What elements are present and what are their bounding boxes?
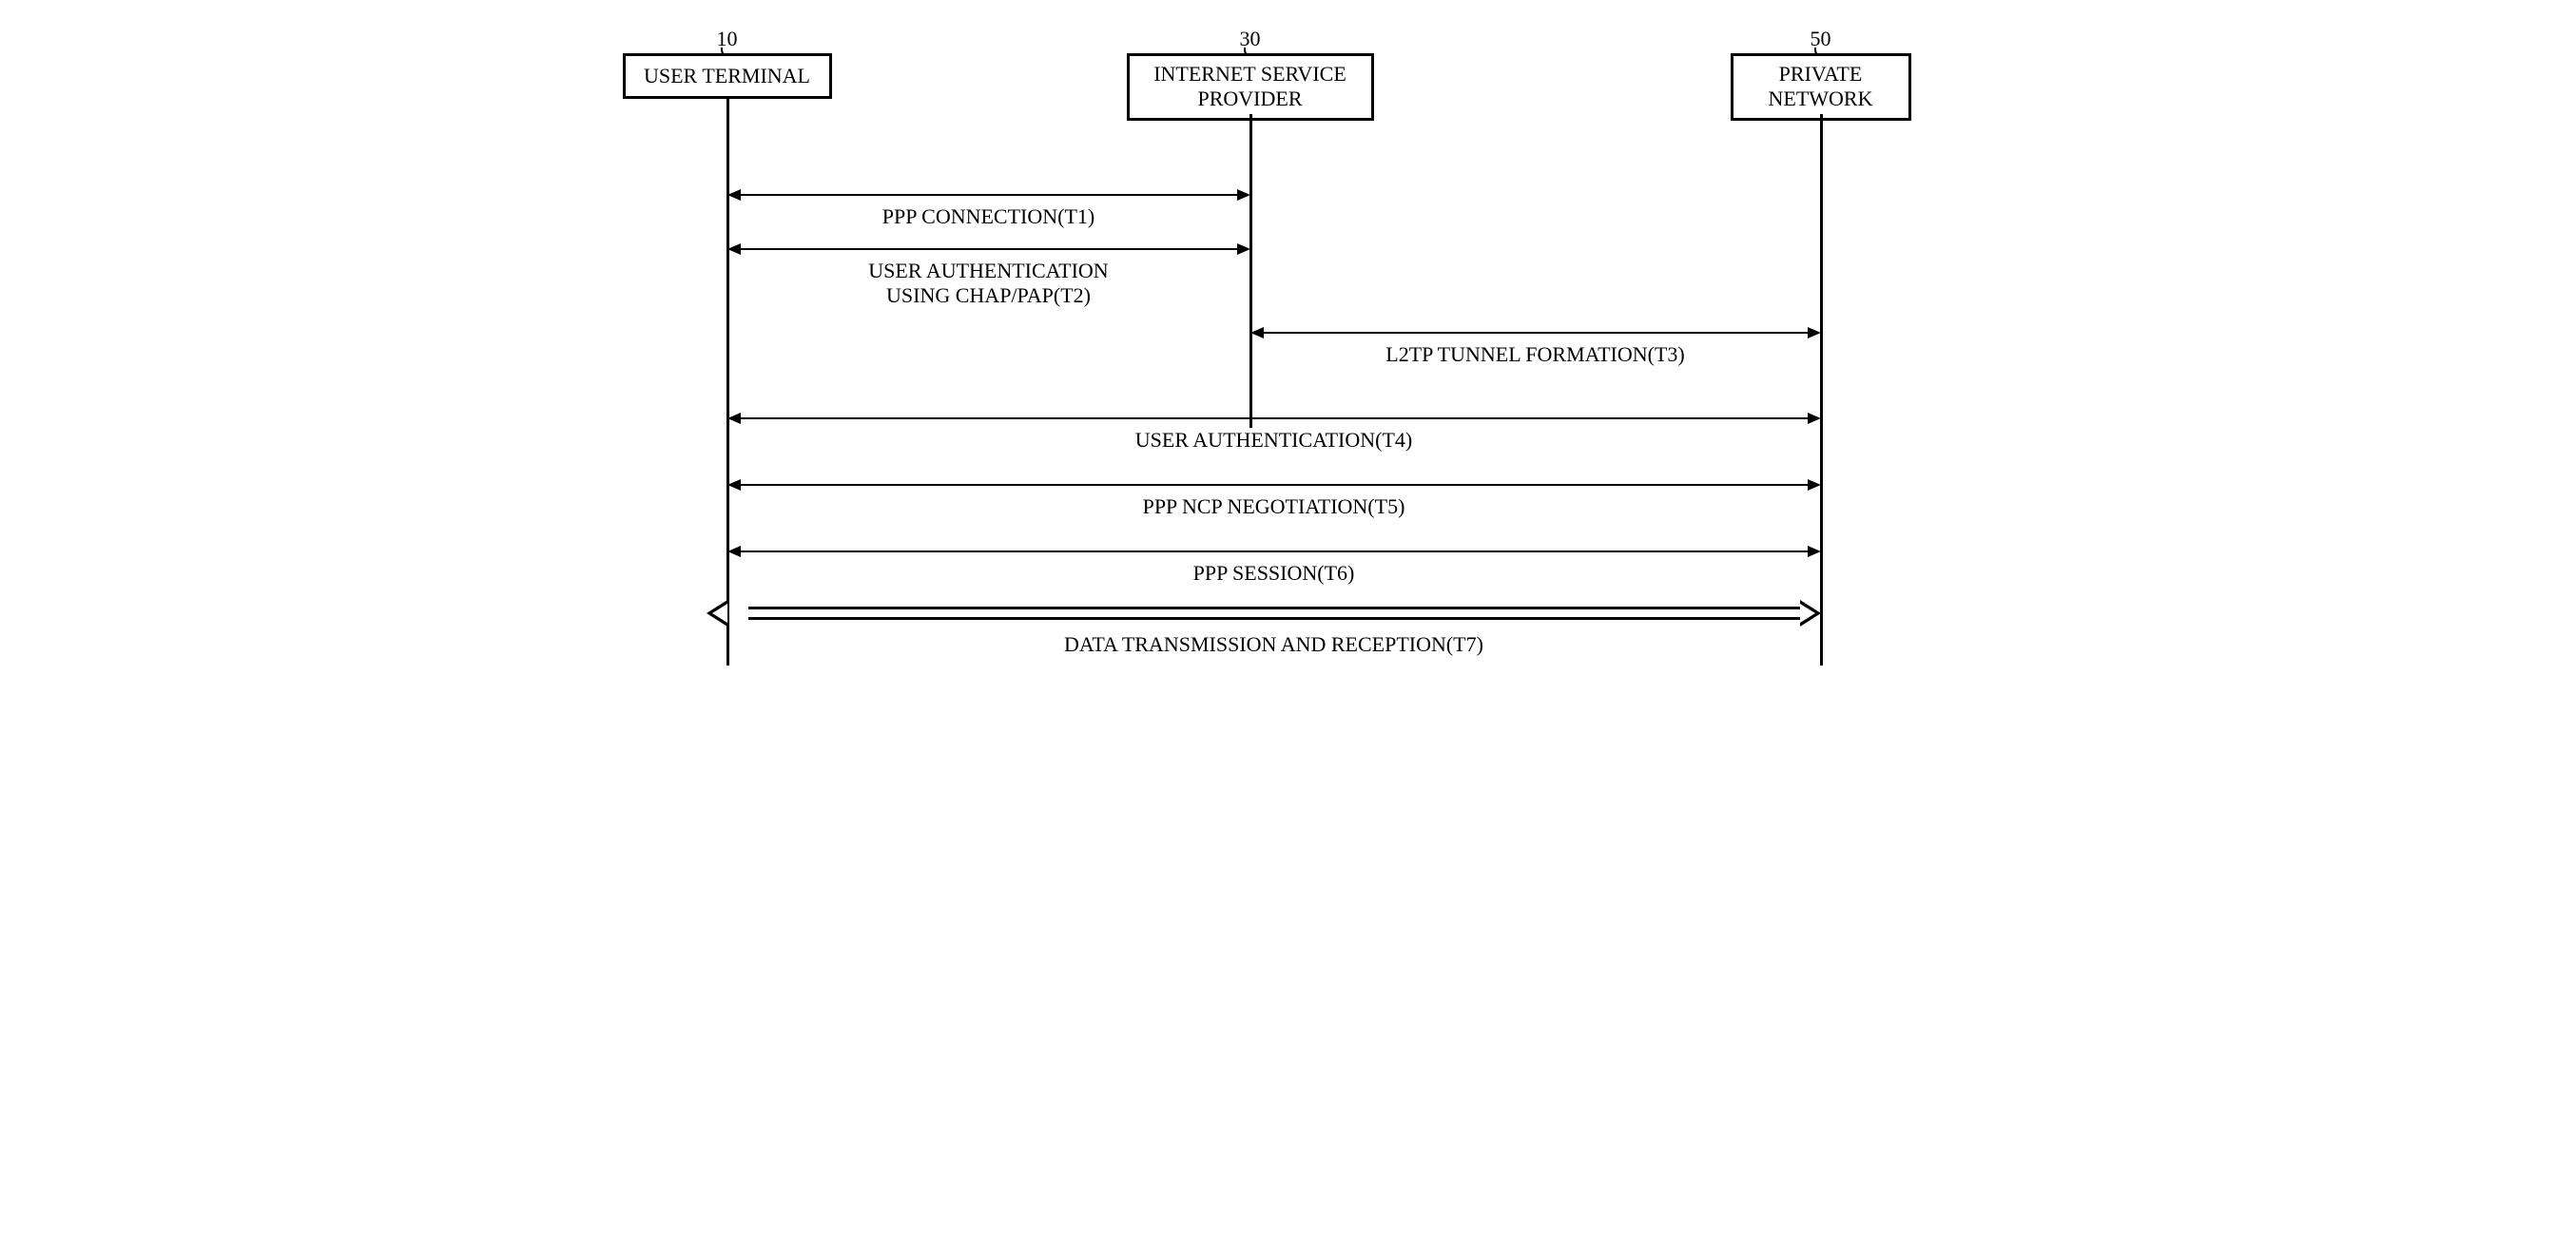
participant-label-user: USER TERMINAL [644,64,810,88]
participant-box-private: PRIVATENETWORK [1731,53,1911,121]
message-arrowhead-right-5 [1808,546,1821,557]
participant-box-user: USER TERMINAL [623,53,832,99]
message-arrowhead-right-1 [1237,243,1250,255]
message-arrowhead-left-1 [727,243,741,255]
hollow-arrow-body [748,607,1800,620]
message-line-0 [729,194,1249,196]
message-arrowhead-left-5 [727,546,741,557]
message-arrowhead-right-0 [1237,189,1250,201]
message-arrowhead-right-4 [1808,479,1821,491]
message-arrowhead-right-2 [1808,327,1821,338]
participant-label-isp: INTERNET SERVICEPROVIDER [1153,62,1346,112]
message-arrowhead-left-3 [727,413,741,424]
message-label-0: PPP CONNECTION(T1) [704,204,1274,229]
sequence-diagram: 10USER TERMINAL30INTERNET SERVICEPROVIDE… [623,19,1954,685]
message-arrowhead-left-4 [727,479,741,491]
message-arrowhead-left-2 [1250,327,1264,338]
lifeline-2 [1820,114,1823,666]
hollow-message-label: DATA TRANSMISSION AND RECEPTION(T7) [941,632,1607,657]
message-arrowhead-right-3 [1808,413,1821,424]
message-line-1 [729,248,1249,250]
message-label-4: PPP NCP NEGOTIATION(T5) [989,494,1559,519]
message-line-4 [729,484,1819,486]
message-label-3: USER AUTHENTICATION(T4) [989,428,1559,453]
message-line-3 [729,417,1819,419]
message-line-5 [729,550,1819,552]
participant-label-private: PRIVATENETWORK [1769,62,1873,112]
lifeline-0 [726,99,729,666]
message-label-5: PPP SESSION(T6) [989,561,1559,586]
message-label-1: USER AUTHENTICATIONUSING CHAP/PAP(T2) [704,259,1274,308]
message-label-2: L2TP TUNNEL FORMATION(T3) [1250,342,1821,367]
participant-box-isp: INTERNET SERVICEPROVIDER [1127,53,1374,121]
message-arrowhead-left-0 [727,189,741,201]
message-line-2 [1252,332,1819,334]
